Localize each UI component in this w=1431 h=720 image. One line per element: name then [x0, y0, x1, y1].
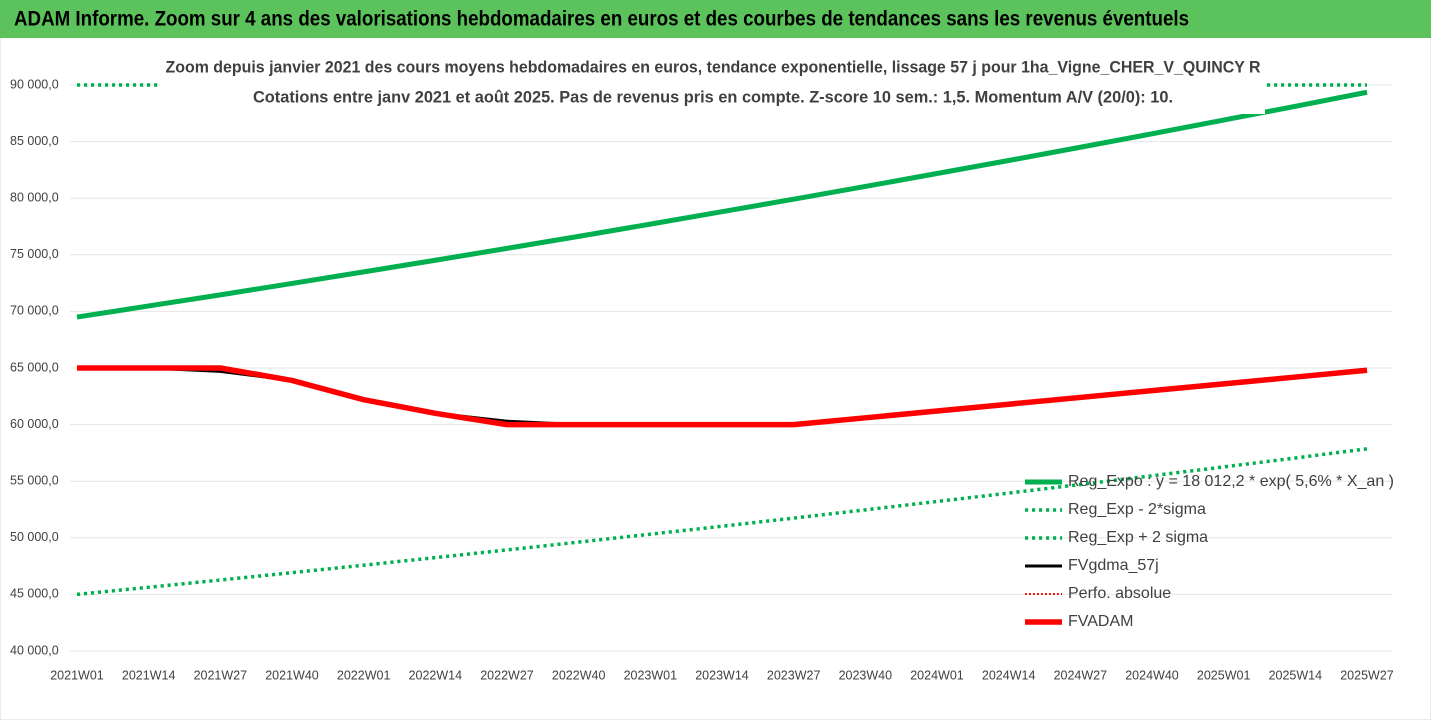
x-tick-label: 2025W27 — [1340, 668, 1394, 682]
x-tick-label: 2024W01 — [910, 668, 964, 682]
y-tick-label: 65 000,0 — [10, 360, 59, 374]
y-tick-label: 80 000,0 — [10, 190, 59, 204]
y-tick-label: 40 000,0 — [10, 643, 59, 657]
x-tick-label: 2023W40 — [839, 668, 893, 682]
subtitle: Zoom depuis janvier 2021 des cours moyen… — [166, 57, 1261, 76]
subtitle: Cotations entre janv 2021 et août 2025. … — [253, 87, 1173, 106]
x-tick-label: 2022W01 — [337, 668, 391, 682]
chart-title: ADAM Informe. Zoom sur 4 ans des valoris… — [14, 8, 1189, 31]
x-tick-label: 2022W14 — [409, 668, 463, 682]
x-tick-label: 2023W14 — [695, 668, 749, 682]
x-tick-label: 2022W40 — [552, 668, 606, 682]
y-tick-label: 90 000,0 — [10, 77, 59, 91]
series-line — [77, 365, 1368, 428]
y-tick-label: 45 000,0 — [10, 587, 59, 601]
x-tick-label: 2024W27 — [1054, 668, 1108, 682]
legend-label: Reg_Expo : y = 18 012,2 * exp( 5,6% * X_… — [1068, 473, 1394, 490]
legend-label: FVADAM — [1068, 613, 1133, 630]
y-tick-label: 85 000,0 — [10, 134, 59, 148]
x-tick-label: 2021W14 — [122, 668, 176, 682]
y-tick-label: 70 000,0 — [10, 304, 59, 318]
x-tick-label: 2021W27 — [194, 668, 248, 682]
x-tick-label: 2021W01 — [50, 668, 104, 682]
title-bar — [0, 0, 1431, 38]
x-tick-label: 2024W40 — [1125, 668, 1179, 682]
x-tick-label: 2023W01 — [624, 668, 678, 682]
x-tick-label: 2025W14 — [1269, 668, 1323, 682]
legend-label: Perfo. absolue — [1068, 585, 1171, 602]
legend-label: Reg_Exp + 2 sigma — [1068, 529, 1208, 546]
x-tick-label: 2025W01 — [1197, 668, 1251, 682]
x-tick-label: 2023W27 — [767, 668, 821, 682]
x-tick-label: 2022W27 — [480, 668, 534, 682]
series-line — [76, 89, 1368, 320]
y-tick-label: 55 000,0 — [10, 473, 59, 487]
legend-label: Reg_Exp - 2*sigma — [1068, 501, 1206, 518]
x-tick-label: 2024W14 — [982, 668, 1036, 682]
y-tick-label: 50 000,0 — [10, 530, 59, 544]
y-tick-label: 75 000,0 — [10, 247, 59, 261]
x-tick-label: 2021W40 — [265, 668, 319, 682]
legend-label: FVgdma_57j — [1068, 557, 1159, 574]
legend: Reg_Expo : y = 18 012,2 * exp( 5,6% * X_… — [1025, 473, 1394, 630]
y-tick-label: 60 000,0 — [10, 417, 59, 431]
subtitle-box — [160, 52, 1265, 114]
